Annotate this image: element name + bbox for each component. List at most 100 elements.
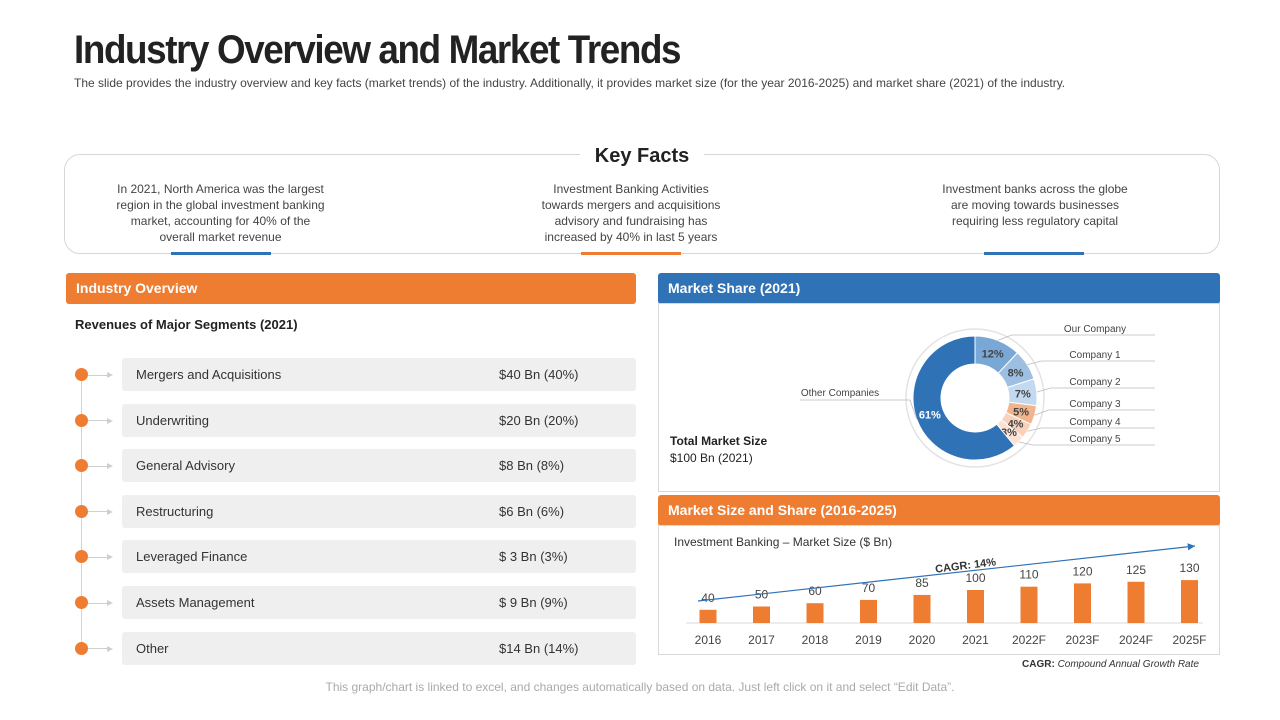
segment-connector xyxy=(88,465,110,467)
bar-category-label: 2019 xyxy=(855,633,882,647)
segment-row: Other $14 Bn (14%) xyxy=(122,631,636,665)
segment-marker xyxy=(75,641,88,655)
segment-connector xyxy=(88,420,110,422)
segment-label: Leveraged Finance xyxy=(136,549,248,565)
segment-arrow-icon xyxy=(107,600,113,606)
key-fact-2-accent xyxy=(581,252,681,255)
segment-marker xyxy=(75,413,88,427)
cagr-footnote-abbr: CAGR: xyxy=(1022,659,1055,670)
segment-value: $8 Bn (8%) xyxy=(499,458,565,474)
segment-arrow-icon xyxy=(107,463,113,470)
cagr-footnote-text: Compound Annual Growth Rate xyxy=(1057,659,1199,670)
donut-leader-line xyxy=(1027,360,1155,366)
total-market-label: Total Market Size xyxy=(670,434,768,448)
key-fact-1-text: In 2021, North America was the largest r… xyxy=(116,182,325,244)
segment-connector xyxy=(88,374,110,376)
segment-row: Underwriting $20 Bn (20%) xyxy=(122,403,636,437)
donut-leader-line xyxy=(997,334,1155,341)
excel-link-note: This graph/chart is linked to excel, and… xyxy=(325,680,955,694)
bar-category-label: 2023F xyxy=(1065,633,1099,647)
key-fact-1-accent xyxy=(171,252,271,255)
segment-value: $6 Bn (6%) xyxy=(499,503,565,519)
bar-category-label: 2021 xyxy=(962,633,989,647)
bar-category-label: 2025F xyxy=(1172,633,1206,647)
page-title: Industry Overview and Market Trends xyxy=(74,28,682,72)
bar xyxy=(806,603,824,623)
donut-slice xyxy=(912,335,1016,461)
donut-category-label: Company 2 xyxy=(1069,377,1121,388)
bar xyxy=(699,609,717,623)
bar xyxy=(913,594,931,623)
segment-row: General Advisory $8 Bn (8%) xyxy=(122,449,636,483)
market-size-bar-chart: Investment Banking – Market Size ($ Bn) 4… xyxy=(674,535,1207,647)
donut-leader-line xyxy=(1036,387,1155,393)
segment-marker xyxy=(75,550,88,564)
bar xyxy=(1020,586,1038,623)
segment-arrow-icon xyxy=(107,645,113,652)
segment-connector xyxy=(88,648,110,650)
bar-value-label: 110 xyxy=(1019,568,1038,582)
cagr-footnote: CAGR: Compound Annual Growth Rate xyxy=(1022,659,1199,670)
segment-label: Underwriting xyxy=(136,412,209,428)
segment-row: Assets Management $ 9 Bn (9%) xyxy=(122,586,636,619)
donut-category-label: Company 4 xyxy=(1069,417,1121,428)
bar-value-label: 120 xyxy=(1072,564,1092,578)
donut-leader-line xyxy=(1034,409,1155,416)
bar-category-label: 2022F xyxy=(1012,633,1046,647)
bar-category-label: 2017 xyxy=(748,633,775,647)
segment-arrow-icon xyxy=(107,508,113,515)
bar xyxy=(860,599,877,623)
donut-percent-label: 8% xyxy=(1008,367,1024,379)
segment-marker xyxy=(75,459,88,473)
bar-category-label: 2020 xyxy=(909,633,936,647)
segment-marker xyxy=(75,596,88,609)
segment-value: $ 3 Bn (3%) xyxy=(499,549,568,565)
segment-connector xyxy=(88,602,110,604)
donut-percent-label: 61% xyxy=(919,409,941,421)
segments-title: Revenues of Major Segments (2021) xyxy=(75,317,298,332)
segment-arrow-icon xyxy=(107,417,113,424)
donut-category-label: Other Companies xyxy=(801,388,879,399)
segment-value: $ 9 Bn (9%) xyxy=(499,595,568,610)
bar-value-label: 85 xyxy=(915,576,929,590)
key-fact-2-text: Investment Banking Activities towards me… xyxy=(541,182,721,244)
market-size-header: Market Size and Share (2016-2025) xyxy=(658,495,1220,526)
donut-category-label: Our Company xyxy=(1064,324,1126,335)
industry-overview-header: Industry Overview xyxy=(66,273,636,304)
segment-value: $14 Bn (14%) xyxy=(499,640,579,656)
market-share-donut-chart: 12% Our Company 8% Company 1 7% Company 2 5% Co… xyxy=(800,324,1155,468)
bar-value-label: 60 xyxy=(808,584,822,598)
bar-value-label: 100 xyxy=(965,571,985,585)
segment-marker xyxy=(75,368,88,381)
segment-connector xyxy=(88,511,110,513)
key-facts-title: Key Facts xyxy=(580,145,704,168)
donut-leader-line xyxy=(800,399,918,420)
segment-marker xyxy=(75,504,88,518)
cagr-trend-arrow xyxy=(697,543,1196,602)
donut-percent-label: 5% xyxy=(1013,406,1029,418)
segment-label: Restructuring xyxy=(136,503,214,519)
segment-label: Mergers and Acquisitions xyxy=(136,367,282,382)
donut-category-label: Company 5 xyxy=(1069,434,1121,445)
bar-value-label: 130 xyxy=(1179,561,1199,575)
segment-label: Assets Management xyxy=(136,595,255,610)
donut-category-label: Company 1 xyxy=(1069,350,1121,361)
donut-outer-ring xyxy=(905,328,1045,468)
total-market-value: $100 Bn (2021) xyxy=(670,451,753,465)
key-fact-3-accent xyxy=(984,252,1084,255)
bar xyxy=(967,590,984,623)
bar-value-label: 70 xyxy=(862,581,876,595)
bar xyxy=(1127,581,1145,623)
donut-percent-label: 7% xyxy=(1015,388,1031,400)
bar xyxy=(753,606,770,623)
bar xyxy=(1181,580,1198,623)
donut-leader-line xyxy=(1018,441,1155,446)
donut-percent-label: 12% xyxy=(982,348,1004,360)
segment-row: Restructuring $6 Bn (6%) xyxy=(122,494,636,528)
donut-leader-line xyxy=(1027,427,1155,432)
segment-label: General Advisory xyxy=(136,458,235,474)
bar-category-label: 2016 xyxy=(695,633,722,647)
bar-chart-title: Investment Banking – Market Size ($ Bn) xyxy=(674,535,892,549)
segment-label: Other xyxy=(136,640,169,656)
bar xyxy=(1074,583,1091,623)
